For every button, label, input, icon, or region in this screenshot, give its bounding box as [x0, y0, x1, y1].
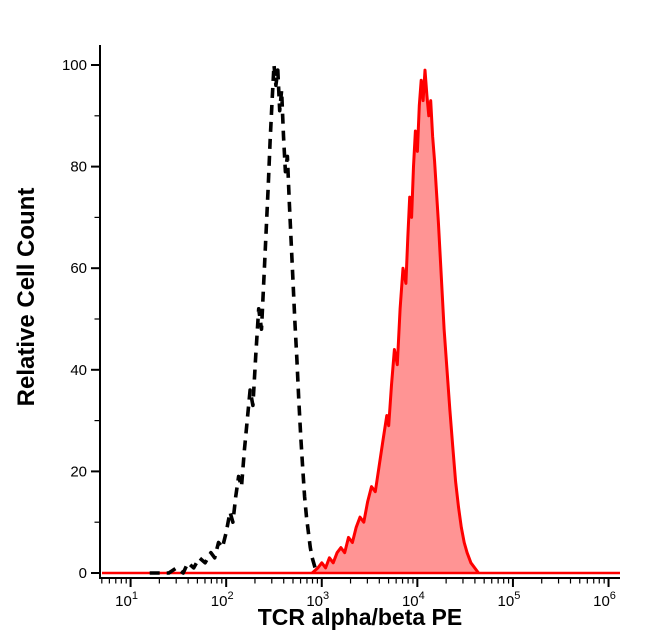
y-tick-label: 40 [70, 362, 87, 379]
tcr-alpha-beta-pe-stained-curve [311, 68, 480, 575]
tick-marks [91, 64, 610, 587]
axes [99, 45, 620, 579]
y-tick-label: 80 [70, 159, 87, 176]
y-tick-label: 100 [62, 57, 87, 74]
y-tick-label: 60 [70, 260, 87, 277]
y-tick-label: 0 [79, 565, 87, 582]
x-axis-title: TCR alpha/beta PE [257, 604, 463, 630]
y-axis-title: Relative Cell Count [13, 187, 40, 407]
series [102, 63, 620, 575]
y-tick-label: 20 [70, 463, 87, 480]
negative-control-dashed-curve [149, 63, 320, 575]
tcr-alpha-beta-pe-stained-fill [312, 70, 479, 573]
